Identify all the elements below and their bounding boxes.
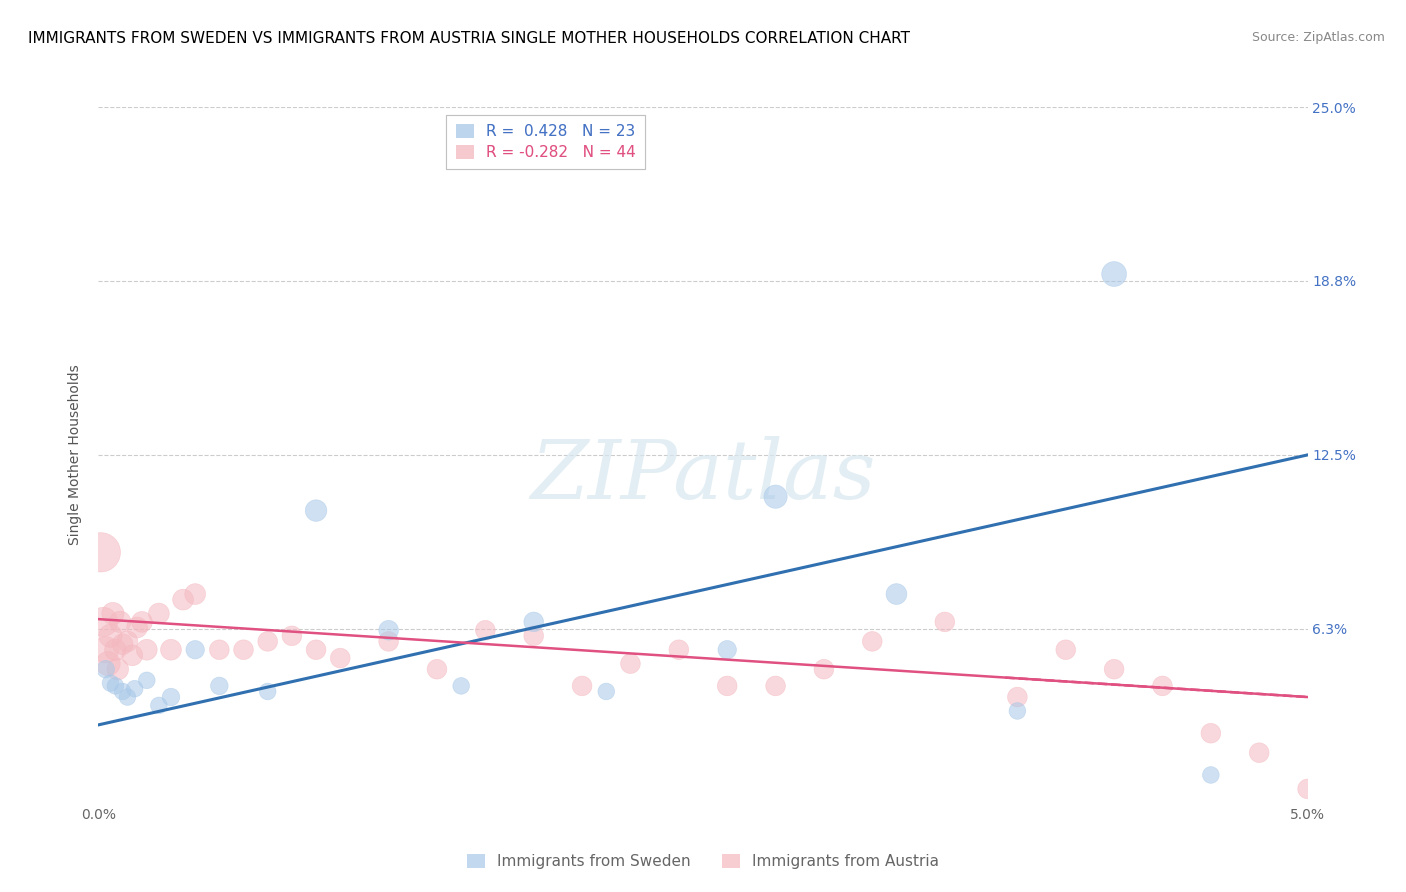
Point [104, 642, 127, 657]
Point [595, 684, 617, 698]
Point [94, 662, 117, 676]
Point [232, 642, 254, 657]
Point [127, 620, 149, 634]
Point [668, 642, 690, 657]
Point [1007, 704, 1029, 718]
Point [1102, 662, 1125, 676]
Text: IMMIGRANTS FROM SWEDEN VS IMMIGRANTS FROM AUSTRIA SINGLE MOTHER HOUSEHOLDS CORRE: IMMIGRANTS FROM SWEDEN VS IMMIGRANTS FRO… [28, 31, 910, 46]
Point [765, 490, 787, 504]
Point [523, 615, 546, 629]
Point [1296, 781, 1319, 796]
Point [619, 657, 641, 671]
Y-axis label: Single Mother Households: Single Mother Households [69, 365, 83, 545]
Point [124, 681, 146, 696]
Point [813, 662, 835, 676]
Point [117, 634, 139, 648]
Point [107, 662, 129, 676]
Point [111, 637, 134, 651]
Text: ZIPatlas: ZIPatlas [530, 436, 876, 516]
Point [104, 679, 127, 693]
Point [886, 587, 908, 601]
Point [135, 673, 157, 688]
Point [474, 624, 496, 638]
Point [256, 634, 278, 648]
Point [108, 615, 131, 629]
Point [523, 629, 546, 643]
Point [97, 657, 120, 671]
Point [934, 615, 956, 629]
Point [1007, 690, 1029, 704]
Point [426, 662, 449, 676]
Point [160, 690, 183, 704]
Point [305, 642, 328, 657]
Point [450, 679, 472, 693]
Legend: Immigrants from Sweden, Immigrants from Austria: Immigrants from Sweden, Immigrants from … [461, 848, 945, 875]
Point [160, 642, 183, 657]
Point [1199, 726, 1222, 740]
Point [91, 615, 114, 629]
Point [1199, 768, 1222, 782]
Point [148, 607, 170, 621]
Point [571, 679, 593, 693]
Point [208, 679, 231, 693]
Legend: R =  0.428   N = 23, R = -0.282   N = 44: R = 0.428 N = 23, R = -0.282 N = 44 [447, 115, 645, 169]
Point [148, 698, 170, 713]
Point [281, 629, 304, 643]
Point [716, 642, 738, 657]
Point [765, 679, 787, 693]
Point [100, 629, 122, 643]
Point [1102, 267, 1125, 281]
Point [111, 684, 134, 698]
Text: Source: ZipAtlas.com: Source: ZipAtlas.com [1251, 31, 1385, 45]
Point [172, 592, 194, 607]
Point [131, 615, 153, 629]
Point [90, 545, 112, 559]
Point [1249, 746, 1271, 760]
Point [135, 642, 157, 657]
Point [1054, 642, 1077, 657]
Point [94, 642, 117, 657]
Point [100, 676, 122, 690]
Point [329, 651, 352, 665]
Point [1152, 679, 1174, 693]
Point [184, 587, 207, 601]
Point [377, 624, 399, 638]
Point [305, 503, 328, 517]
Point [117, 690, 139, 704]
Point [256, 684, 278, 698]
Point [121, 648, 143, 663]
Point [860, 634, 883, 648]
Point [184, 642, 207, 657]
Point [101, 607, 124, 621]
Point [208, 642, 231, 657]
Point [377, 634, 399, 648]
Point [716, 679, 738, 693]
